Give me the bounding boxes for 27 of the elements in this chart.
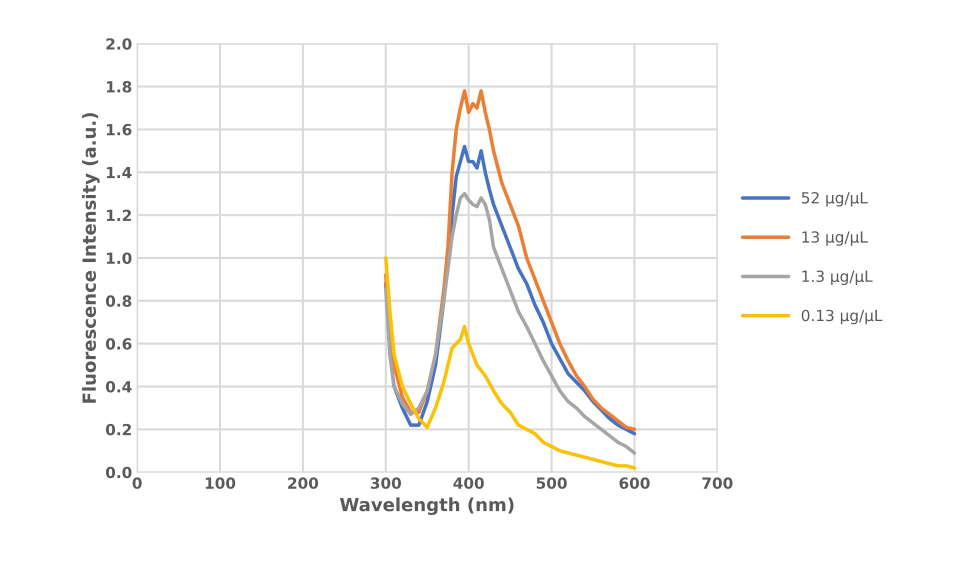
- y-tick-label: 1.8: [106, 81, 132, 93]
- y-tick-label: 2.0: [106, 38, 132, 50]
- y-tick-label: 0.6: [106, 338, 132, 350]
- x-tick-label: 600: [619, 477, 650, 489]
- y-tick-label: 1.0: [106, 252, 132, 264]
- y-tick-label: 1.4: [106, 166, 132, 178]
- x-tick-label: 500: [536, 477, 567, 489]
- y-tick-label: 0.4: [106, 380, 132, 393]
- line-series: [384, 256, 636, 470]
- x-tick-label: 0: [132, 477, 142, 489]
- y-tick-label: 1.2: [106, 210, 131, 221]
- x-axis-title: Wavelength (nm): [340, 497, 514, 516]
- y-tick-label: 0.0: [106, 466, 132, 478]
- legend-label: 0.13 µg/µL: [802, 310, 882, 324]
- y-axis-title: Fluorescence Intensity (a.u.): [82, 113, 100, 403]
- line-series: [384, 192, 636, 455]
- legend-label: 13 µg/µL: [802, 231, 868, 246]
- x-tick-label: 300: [370, 477, 402, 489]
- y-tick-label: 1.6: [106, 124, 132, 136]
- legend-label: 1.3 µg/µL: [802, 270, 873, 285]
- legend-label: 52 µg/µL: [802, 192, 868, 207]
- y-tick-label: 0.2: [106, 424, 131, 436]
- x-tick-label: 200: [288, 477, 318, 489]
- x-tick-label: 700: [702, 477, 733, 489]
- x-tick-label: 400: [453, 477, 484, 489]
- y-tick-label: 0.8: [106, 295, 132, 307]
- x-tick-label: 100: [206, 477, 236, 489]
